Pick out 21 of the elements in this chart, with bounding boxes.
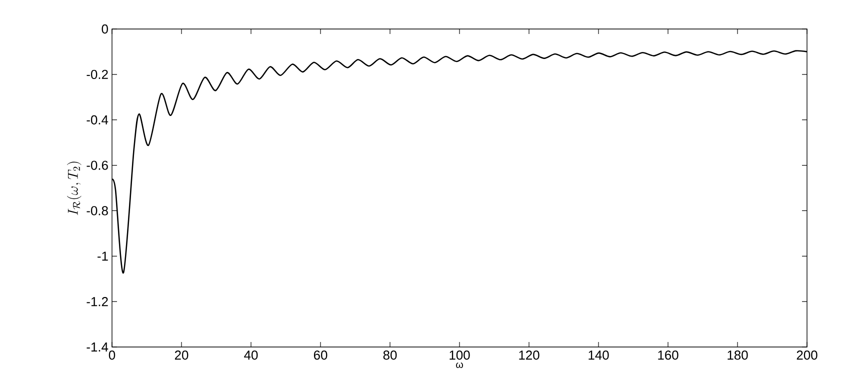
y-tick-label: 0 xyxy=(102,24,108,34)
x-tick-label: 20 xyxy=(174,350,188,360)
y-tick-label: -1 xyxy=(98,252,108,261)
y-tick-label: -0.4 xyxy=(86,115,108,124)
x-axis-title: ω xyxy=(456,362,463,368)
y-tick-label: -1.4 xyxy=(86,342,108,352)
y-axis-title: $I_{\mathcal{R}}(\omega, T_2)$ xyxy=(66,162,82,216)
x-tick-label: 140 xyxy=(588,350,609,360)
y-tick-label: -0.2 xyxy=(86,70,108,80)
x-tick-label: 120 xyxy=(519,350,540,360)
x-tick-label: 100 xyxy=(450,350,470,360)
x-tick-label: 200 xyxy=(796,350,818,360)
x-tick-label: 160 xyxy=(658,350,678,360)
y-tick-label: -0.6 xyxy=(86,160,108,170)
x-tick-label: 60 xyxy=(314,350,328,360)
x-tick-label: 0 xyxy=(108,350,116,360)
y-tick-label: -1.2 xyxy=(86,297,108,306)
x-tick-label: 180 xyxy=(728,350,748,360)
x-tick-label: 80 xyxy=(383,350,397,360)
x-tick-label: 40 xyxy=(244,350,258,360)
y-tick-label: -0.8 xyxy=(86,206,108,216)
